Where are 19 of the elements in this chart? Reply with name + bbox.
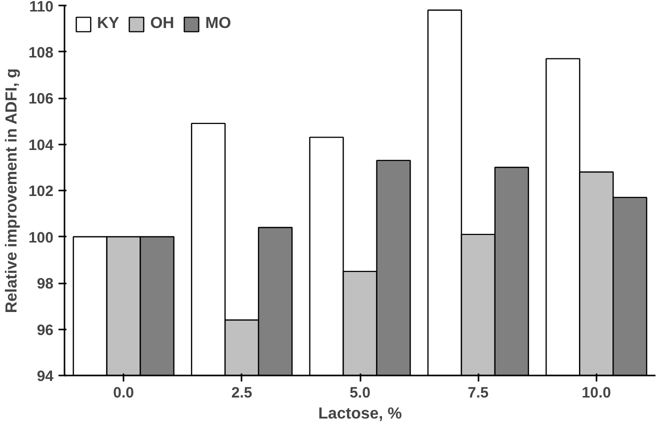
y-tick-label: 98	[36, 276, 54, 292]
x-axis-title: Lactose, %	[318, 406, 402, 422]
x-tick-label: 7.5	[468, 384, 489, 402]
y-tick-label: 104	[28, 136, 54, 154]
x-tick-label: 2.5	[231, 384, 252, 402]
y-axis-title: Relative improvement in ADFI, g	[3, 68, 20, 314]
y-tick-label: 110	[29, 0, 54, 16]
legend-label: MO	[205, 15, 232, 33]
y-tick-label: 106	[28, 90, 54, 108]
y-tick-label: 94	[36, 368, 54, 385]
y-tick-label: 102	[28, 183, 54, 200]
y-tick-label: 100	[28, 229, 54, 246]
x-tick-label: 5.0	[350, 384, 370, 402]
x-tick-label: 0.0	[113, 384, 134, 402]
y-tick-label: 96	[36, 322, 54, 339]
legend-label: OH	[150, 15, 174, 33]
y-tick-label: 108	[28, 44, 54, 62]
x-tick-label: 10.0	[582, 384, 612, 402]
legend-label: KY	[97, 15, 120, 33]
